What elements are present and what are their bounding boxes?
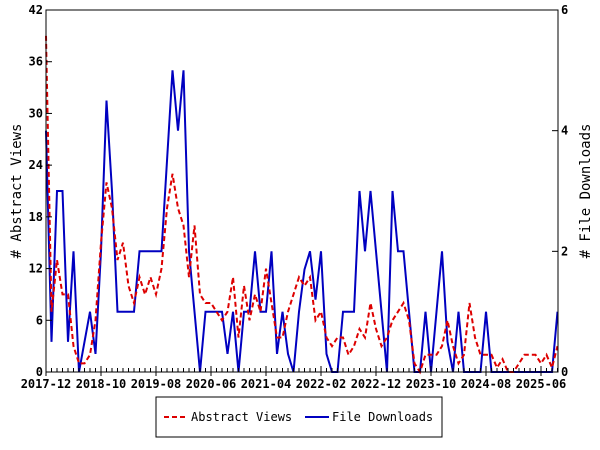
x-tick-label: 2021-04 xyxy=(241,377,292,391)
x-tick-label: 2020-06 xyxy=(186,377,237,391)
y2-tick-label: 2 xyxy=(561,244,568,258)
x-tick-label: 2018-10 xyxy=(76,377,127,391)
x-tick-label: 2017-12 xyxy=(21,377,72,391)
y2-tick-label: 6 xyxy=(561,3,568,17)
legend-box xyxy=(155,396,443,438)
plot-frame xyxy=(45,9,559,373)
y-tick-label: 12 xyxy=(29,262,43,276)
y2-axis-label: # File Downloads xyxy=(578,124,594,259)
y2-tick-label: 0 xyxy=(561,365,568,379)
x-tick-label: 2025-06 xyxy=(516,377,567,391)
legend-label-views: Abstract Views xyxy=(191,410,292,424)
y-tick-label: 0 xyxy=(36,365,43,379)
series-line-file-downloads xyxy=(45,70,559,373)
x-tick-label: 2022-02 xyxy=(296,377,347,391)
y-axis-label: # Abstract Views xyxy=(9,124,25,259)
x-tick-label: 2024-08 xyxy=(461,377,512,391)
legend-label-downloads: File Downloads xyxy=(332,410,433,424)
y-tick-label: 24 xyxy=(29,158,43,172)
x-tick-label: 2022-12 xyxy=(351,377,402,391)
legend: Abstract Views File Downloads xyxy=(155,396,443,438)
y-tick-label: 6 xyxy=(36,313,43,327)
x-tick-label: 2023-10 xyxy=(406,377,457,391)
x-tick-label: 2019-08 xyxy=(131,377,182,391)
y-tick-label: 42 xyxy=(29,3,43,17)
series-line-abstract-views xyxy=(45,35,559,375)
y-tick-label: 18 xyxy=(29,210,43,224)
y-tick-label: 30 xyxy=(29,106,43,120)
y-tick-label: 36 xyxy=(29,55,43,69)
y2-tick-label: 4 xyxy=(561,124,568,138)
